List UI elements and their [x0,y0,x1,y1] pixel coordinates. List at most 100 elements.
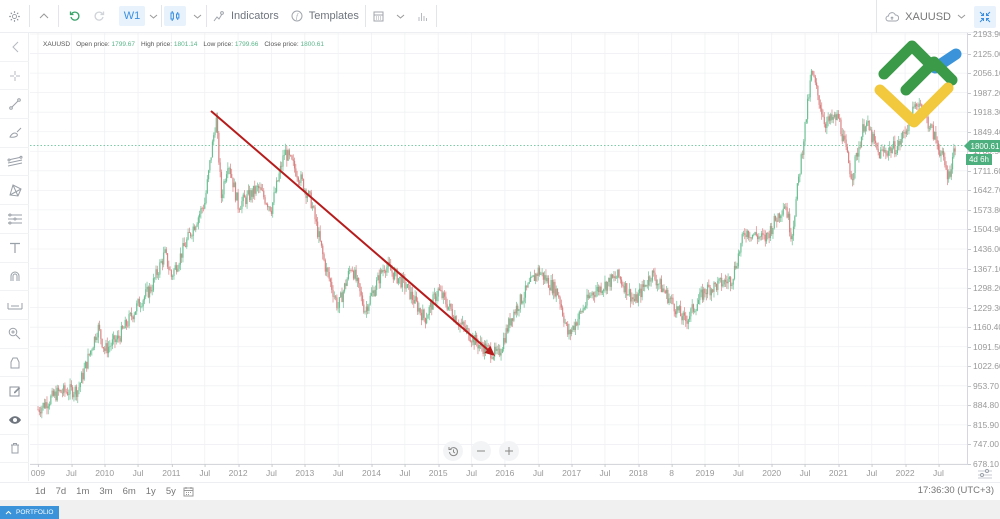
time-tick: Jul [266,464,277,478]
crosshair-tool[interactable] [0,62,29,91]
zoom-out-button[interactable] [471,441,491,461]
timeframe-label: W1 [118,6,146,26]
magnet-icon [10,271,19,282]
calculator-icon [373,11,384,21]
high-label: High price: [141,41,173,48]
chart-type-button[interactable] [162,0,188,33]
timeframe-dropdown[interactable] [145,0,161,33]
templates-button[interactable]: f Templates [285,0,365,33]
lock-tool[interactable] [0,349,29,378]
ohlc-legend: XAUUSD Open price: 1799.67 High price: 1… [43,41,324,48]
calculator-button[interactable] [366,0,392,33]
price-axis[interactable]: 2193.90 2125.00 2056.10 1987.20 1918.30 1849.… [967,29,1000,469]
time-tick: Jul [132,464,144,478]
collapse-toolbar-button[interactable] [30,0,58,33]
volume-button[interactable] [410,0,436,33]
symbol-label: XAUUSD [905,10,951,23]
zoom-in-tool[interactable] [0,320,29,349]
trendline-tool[interactable] [0,90,29,120]
range-7d[interactable]: 7d [55,486,67,497]
candlestick-icon [170,11,180,21]
magnet-tool[interactable] [0,263,29,292]
brush-tool[interactable] [0,119,29,148]
redo-icon [94,11,105,21]
edit-tool[interactable] [0,377,29,406]
zoom-in-button[interactable] [499,441,519,461]
portfolio-label: PORTFOLIO [16,509,54,516]
range-1y[interactable]: 1y [145,486,156,497]
candlestick-series [37,69,956,419]
redo-button[interactable] [87,0,111,33]
undo-button[interactable] [63,0,87,33]
range-1m[interactable]: 1m [76,486,90,497]
price-tick: 2056.10 [968,68,1000,78]
undo-icon [69,11,80,21]
edit-icon [9,386,20,397]
time-tick: 2013 [295,464,315,478]
crosshair-icon [9,70,20,81]
chevron-down-icon [397,14,405,19]
symbol-selector[interactable]: XAUUSD [876,0,966,33]
time-tick: 2018 [628,464,648,478]
reset-zoom-button[interactable] [443,441,463,461]
brand-logo [874,40,962,128]
time-axis[interactable]: 009 Jul 2010 Jul 2011 Jul 2012 Jul 2013 Jul 2014 Ju… [30,464,968,482]
price-tick: 747.00 [968,439,999,449]
delete-drawings-button[interactable] [0,435,29,464]
trendline-icon [8,98,21,111]
range-5y[interactable]: 5y [165,486,176,497]
drawing-tools-sidebar [0,33,29,481]
minus-icon [477,450,485,452]
measure-tool[interactable] [0,291,29,320]
fibonacci-tool[interactable] [0,205,29,234]
range-6m[interactable]: 6m [122,486,136,497]
reset-icon [448,446,458,456]
collapse-sidebar-button[interactable] [0,33,29,62]
price-chart[interactable] [30,33,968,464]
cloud-upload-icon [885,11,900,21]
timeframe-button[interactable]: W1 [118,0,146,33]
trendline-arrow [210,110,495,356]
calculator-dropdown[interactable] [392,0,410,33]
fullscreen-collapse-icon [979,11,991,23]
last-price-badge: 1800.61 [964,140,1000,152]
time-tick: 2020 [762,464,782,478]
time-tick: 2022 [895,464,915,478]
price-tick: 1573.80 [968,205,1000,215]
footer-bar [0,500,1000,519]
range-1d[interactable]: 1d [35,486,46,497]
chart-type-dropdown[interactable] [188,0,206,33]
axis-settings-icon[interactable] [976,467,994,479]
eye-icon [8,416,21,424]
fullscreen-button[interactable] [974,6,996,28]
time-tick: 2017 [562,464,582,478]
range-3m[interactable]: 3m [99,486,113,497]
time-tick: 2014 [362,464,381,478]
indicators-button[interactable]: Indicators [207,0,285,33]
time-tick: Jul [599,464,611,478]
time-tick: 2016 [495,464,515,478]
measure-icon [7,303,22,310]
settings-button[interactable] [0,0,29,33]
close-value: 1800.61 [300,41,324,48]
time-tick: 8 [669,464,675,478]
time-tick: 2019 [695,464,715,478]
zoom-controls [443,441,519,461]
price-tick: 1918.30 [968,107,1000,117]
pattern-tool[interactable] [0,176,29,206]
time-tick: 009 [30,464,46,478]
visibility-toggle[interactable] [0,406,29,435]
chevron-up-icon [5,510,12,515]
text-tool[interactable] [0,234,29,263]
channel-tool[interactable] [0,148,29,177]
calendar-icon[interactable] [183,486,194,497]
price-tick: 884.80 [968,400,999,410]
low-label: Low price: [203,41,234,48]
time-tick: Jul [866,464,878,478]
high-value: 1801.14 [173,41,198,48]
range-selector: 1d 7d 1m 3m 6m 1y 5y [0,482,1000,500]
time-tick: 2021 [828,464,848,478]
portfolio-tab[interactable]: PORTFOLIO [0,506,59,519]
price-tick: 1091.50 [968,342,1000,352]
low-value: 1799.66 [234,41,259,48]
